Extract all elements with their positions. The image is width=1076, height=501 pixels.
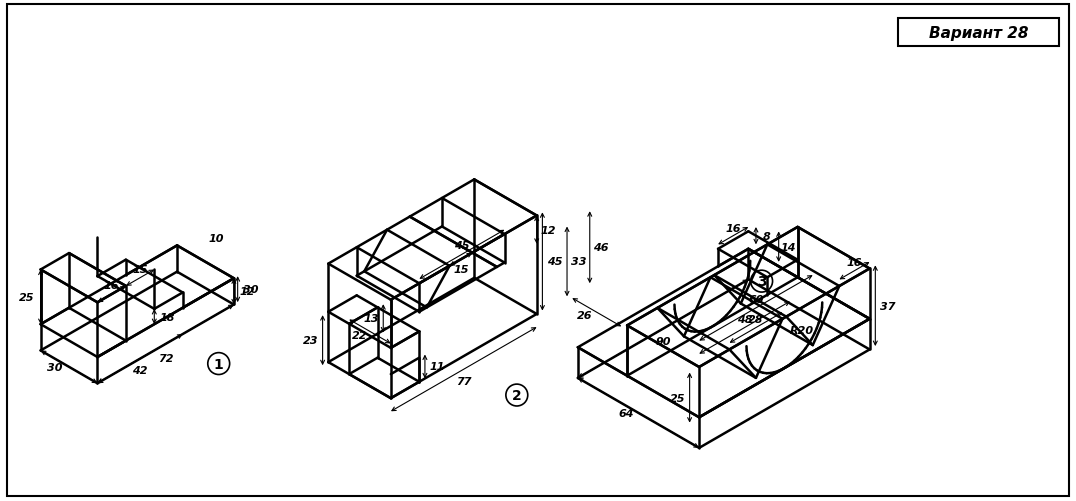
Text: 13: 13 xyxy=(364,314,379,324)
Text: 60: 60 xyxy=(748,295,764,304)
Text: 15: 15 xyxy=(132,264,147,274)
Text: 12: 12 xyxy=(239,287,255,297)
Text: 12: 12 xyxy=(541,225,556,235)
Text: 15: 15 xyxy=(453,265,469,275)
Text: 42: 42 xyxy=(132,365,147,375)
Text: 11: 11 xyxy=(429,362,444,372)
Text: 16: 16 xyxy=(104,281,119,291)
Text: 14: 14 xyxy=(781,242,796,252)
Text: 30: 30 xyxy=(47,362,62,372)
Text: 26: 26 xyxy=(577,311,593,321)
Text: 37: 37 xyxy=(880,301,896,311)
Text: 72: 72 xyxy=(158,353,173,363)
Text: 23: 23 xyxy=(303,336,318,346)
Text: 45: 45 xyxy=(454,241,469,251)
Text: 18: 18 xyxy=(159,312,175,322)
Bar xyxy=(898,19,1059,47)
Text: 64: 64 xyxy=(619,408,634,418)
Text: R20: R20 xyxy=(790,325,813,335)
Text: 10: 10 xyxy=(209,234,224,244)
Text: 30: 30 xyxy=(243,285,258,295)
Text: 90: 90 xyxy=(655,336,670,346)
Text: 28: 28 xyxy=(748,314,764,324)
Text: 25: 25 xyxy=(19,292,34,302)
Text: 2: 2 xyxy=(512,388,522,402)
Text: 16: 16 xyxy=(847,257,862,267)
Text: 22: 22 xyxy=(352,331,368,341)
Text: 33: 33 xyxy=(571,257,586,267)
Text: 45: 45 xyxy=(547,257,562,267)
Text: 16: 16 xyxy=(725,223,741,233)
Text: 46: 46 xyxy=(593,242,608,253)
Text: 25: 25 xyxy=(670,393,685,403)
Text: Вариант 28: Вариант 28 xyxy=(929,26,1029,41)
Text: 8: 8 xyxy=(763,231,770,241)
Text: 3: 3 xyxy=(756,275,766,289)
Text: 1: 1 xyxy=(214,357,224,371)
Text: 48: 48 xyxy=(737,314,752,324)
Text: 77: 77 xyxy=(456,376,471,386)
